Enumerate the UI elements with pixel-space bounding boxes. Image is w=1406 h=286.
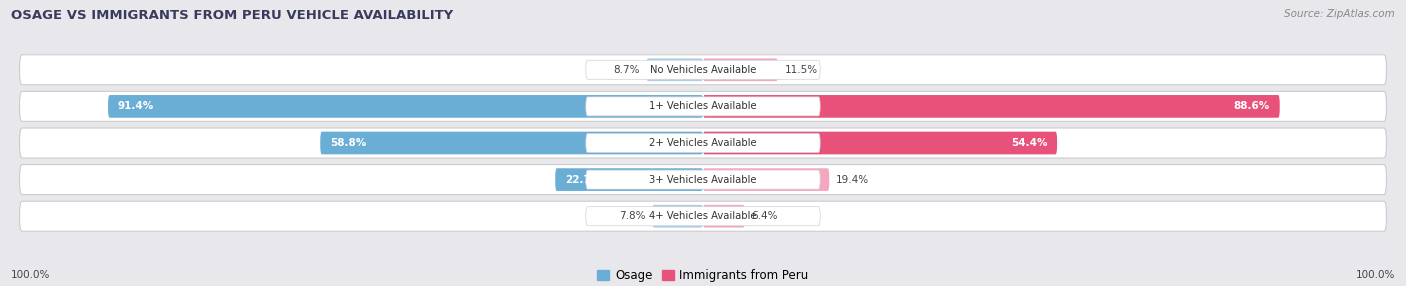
FancyBboxPatch shape bbox=[703, 132, 1057, 154]
Text: 19.4%: 19.4% bbox=[835, 175, 869, 184]
Text: 100.0%: 100.0% bbox=[1355, 270, 1395, 280]
FancyBboxPatch shape bbox=[703, 95, 1279, 118]
Text: Source: ZipAtlas.com: Source: ZipAtlas.com bbox=[1284, 9, 1395, 19]
FancyBboxPatch shape bbox=[586, 134, 820, 152]
Text: 100.0%: 100.0% bbox=[11, 270, 51, 280]
Text: 91.4%: 91.4% bbox=[118, 102, 155, 111]
FancyBboxPatch shape bbox=[20, 165, 1386, 194]
FancyBboxPatch shape bbox=[20, 55, 1386, 85]
FancyBboxPatch shape bbox=[652, 205, 703, 228]
FancyBboxPatch shape bbox=[703, 205, 745, 228]
Text: 6.4%: 6.4% bbox=[751, 211, 778, 221]
FancyBboxPatch shape bbox=[586, 207, 820, 226]
FancyBboxPatch shape bbox=[703, 168, 830, 191]
Text: 22.7%: 22.7% bbox=[565, 175, 602, 184]
Text: 11.5%: 11.5% bbox=[785, 65, 817, 75]
Text: 2+ Vehicles Available: 2+ Vehicles Available bbox=[650, 138, 756, 148]
Text: No Vehicles Available: No Vehicles Available bbox=[650, 65, 756, 75]
FancyBboxPatch shape bbox=[586, 60, 820, 79]
Legend: Osage, Immigrants from Peru: Osage, Immigrants from Peru bbox=[592, 265, 814, 286]
FancyBboxPatch shape bbox=[586, 97, 820, 116]
FancyBboxPatch shape bbox=[20, 201, 1386, 231]
Text: 7.8%: 7.8% bbox=[619, 211, 645, 221]
Text: 8.7%: 8.7% bbox=[613, 65, 640, 75]
FancyBboxPatch shape bbox=[321, 132, 703, 154]
Text: 4+ Vehicles Available: 4+ Vehicles Available bbox=[650, 211, 756, 221]
Text: 58.8%: 58.8% bbox=[330, 138, 367, 148]
Text: 3+ Vehicles Available: 3+ Vehicles Available bbox=[650, 175, 756, 184]
FancyBboxPatch shape bbox=[20, 128, 1386, 158]
FancyBboxPatch shape bbox=[647, 58, 703, 81]
Text: 88.6%: 88.6% bbox=[1233, 102, 1270, 111]
FancyBboxPatch shape bbox=[108, 95, 703, 118]
FancyBboxPatch shape bbox=[703, 58, 778, 81]
Text: 54.4%: 54.4% bbox=[1011, 138, 1047, 148]
FancyBboxPatch shape bbox=[20, 92, 1386, 121]
FancyBboxPatch shape bbox=[555, 168, 703, 191]
Text: OSAGE VS IMMIGRANTS FROM PERU VEHICLE AVAILABILITY: OSAGE VS IMMIGRANTS FROM PERU VEHICLE AV… bbox=[11, 9, 454, 21]
FancyBboxPatch shape bbox=[586, 170, 820, 189]
Text: 1+ Vehicles Available: 1+ Vehicles Available bbox=[650, 102, 756, 111]
